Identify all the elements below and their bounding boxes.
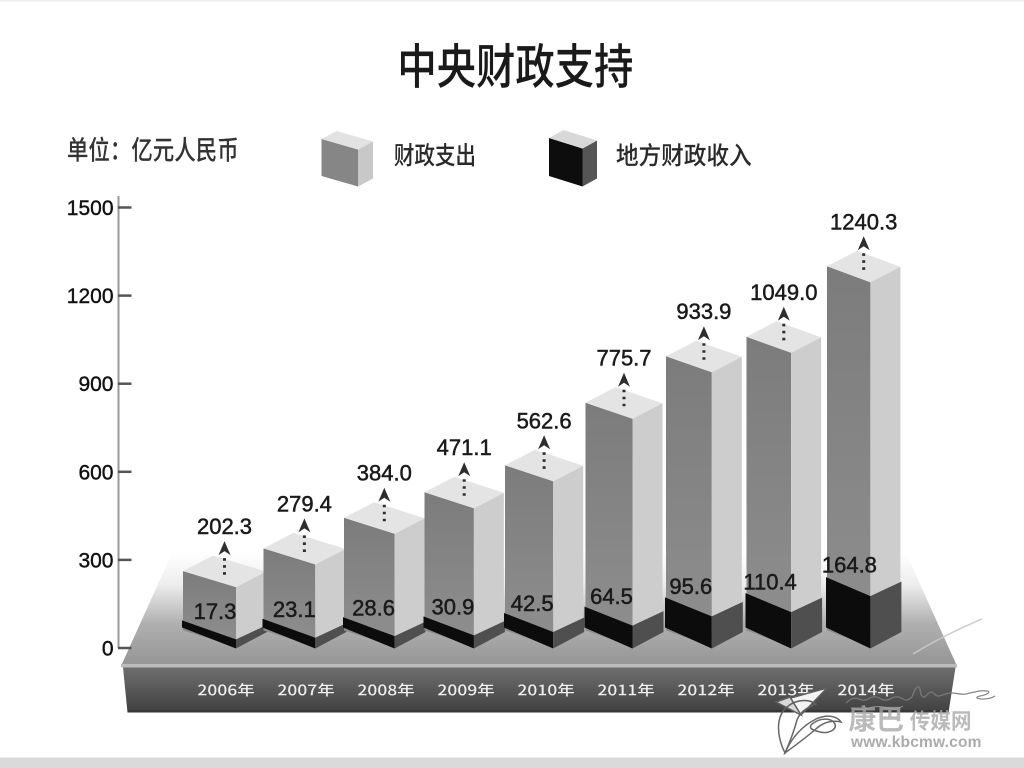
svg-text:384.0: 384.0 xyxy=(357,461,412,486)
svg-text:1200: 1200 xyxy=(67,285,114,308)
svg-text:110.4: 110.4 xyxy=(743,570,796,595)
svg-text:42.5: 42.5 xyxy=(511,591,554,616)
svg-text:1049.0: 1049.0 xyxy=(750,280,817,305)
svg-text:95.6: 95.6 xyxy=(669,574,712,599)
svg-text:562.6: 562.6 xyxy=(517,408,572,433)
svg-text:775.7: 775.7 xyxy=(596,346,651,371)
svg-text:0: 0 xyxy=(102,638,114,661)
svg-text:28.6: 28.6 xyxy=(352,595,395,620)
svg-text:300: 300 xyxy=(78,549,113,572)
svg-text:279.4: 279.4 xyxy=(277,491,332,516)
svg-text:64.5: 64.5 xyxy=(590,584,633,609)
svg-text:1500: 1500 xyxy=(67,197,114,220)
svg-text:471.1: 471.1 xyxy=(437,435,492,460)
svg-text:www.kbcmw.com: www.kbcmw.com xyxy=(850,734,982,751)
svg-text:1240.3: 1240.3 xyxy=(830,209,897,234)
svg-text:900: 900 xyxy=(78,373,113,396)
svg-text:933.9: 933.9 xyxy=(676,299,731,324)
svg-text:17.3: 17.3 xyxy=(194,599,237,624)
svg-text:164.8: 164.8 xyxy=(822,552,877,577)
svg-text:202.3: 202.3 xyxy=(197,514,252,539)
svg-text:600: 600 xyxy=(78,461,113,484)
svg-text:30.9: 30.9 xyxy=(431,595,474,620)
svg-text:23.1: 23.1 xyxy=(273,597,316,622)
